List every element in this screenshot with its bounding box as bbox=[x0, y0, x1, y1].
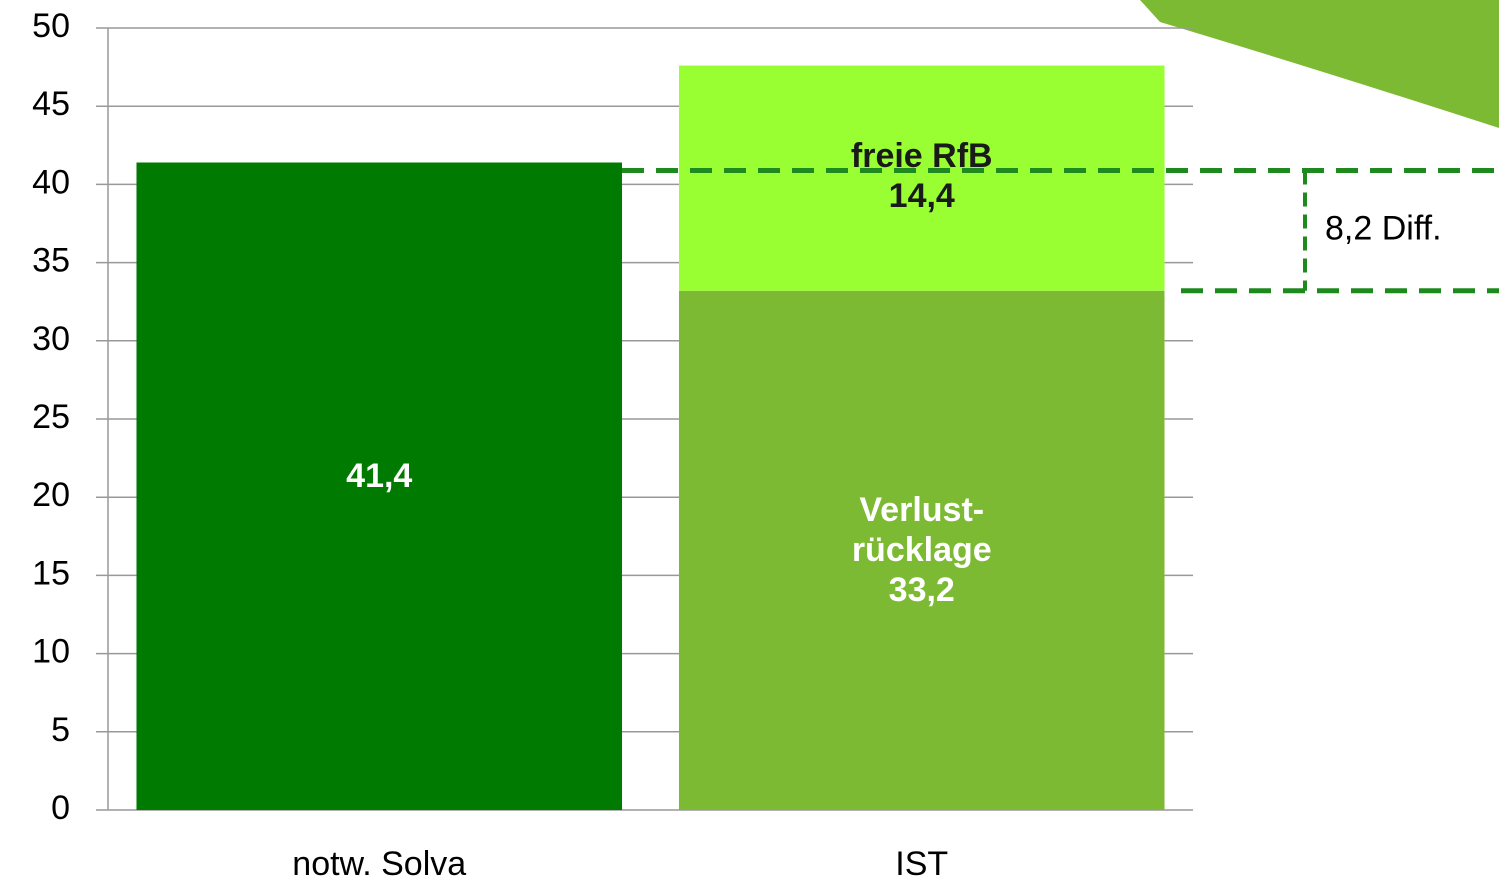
y-tick-label: 30 bbox=[32, 320, 70, 358]
y-tick-label: 0 bbox=[51, 789, 70, 827]
y-tick-label: 5 bbox=[51, 711, 70, 749]
value-label: 33,2 bbox=[888, 571, 955, 610]
y-tick-label: 15 bbox=[32, 554, 70, 592]
y-tick-label: 35 bbox=[32, 242, 70, 280]
y-tick-label: 25 bbox=[32, 398, 70, 436]
annotation: 8,2 Diff. bbox=[1325, 210, 1442, 248]
x-tick-label: IST bbox=[895, 845, 948, 883]
segment-name: freie RfB bbox=[850, 136, 993, 175]
value-label: 14,4 bbox=[888, 176, 955, 215]
x-tick-label: notw. Solva bbox=[292, 845, 466, 883]
decoration bbox=[1140, 0, 1499, 128]
y-tick-label: 20 bbox=[32, 476, 70, 514]
y-tick-label: 10 bbox=[32, 633, 70, 671]
y-tick-label: 40 bbox=[32, 163, 70, 201]
bar-segment bbox=[136, 162, 623, 810]
value-label: 41,4 bbox=[346, 457, 413, 496]
y-tick-label: 50 bbox=[32, 7, 70, 45]
bar-segment bbox=[678, 65, 1165, 291]
bar-segment bbox=[678, 290, 1165, 810]
y-tick-label: 45 bbox=[32, 85, 70, 123]
segment-name: Verlust- rücklage bbox=[851, 491, 992, 570]
